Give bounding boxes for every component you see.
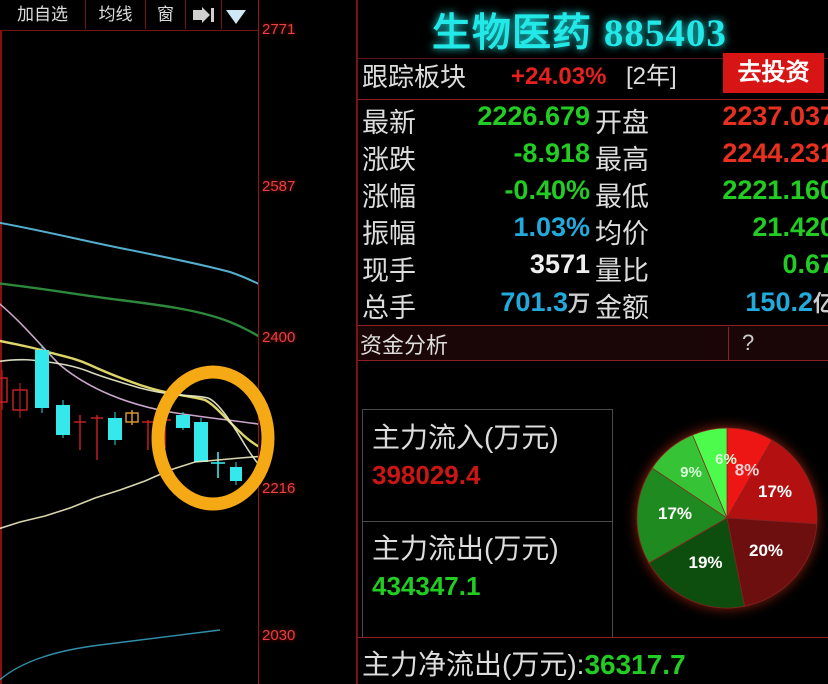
svg-text:19%: 19% (688, 553, 722, 572)
svg-text:6%: 6% (715, 451, 737, 468)
svg-text:20%: 20% (749, 541, 783, 560)
svg-text:17%: 17% (758, 482, 792, 501)
svg-text:17%: 17% (658, 504, 692, 523)
svg-text:9%: 9% (680, 464, 702, 481)
svg-text:8%: 8% (735, 461, 760, 480)
